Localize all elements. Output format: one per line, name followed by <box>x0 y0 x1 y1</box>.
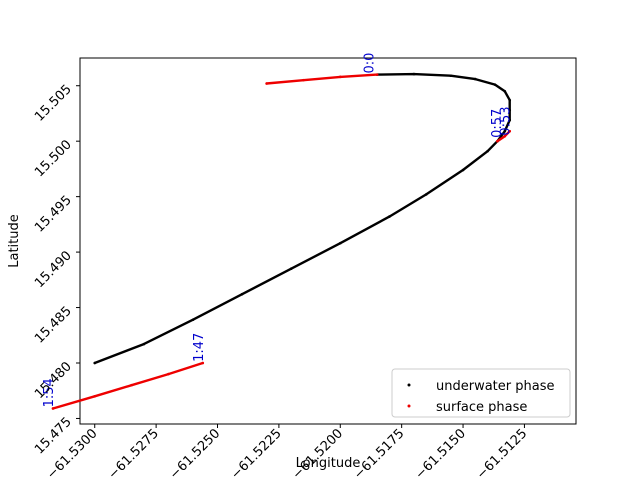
y-tick-label: 15.490 <box>32 248 75 291</box>
y-axis-label: Latitude <box>7 214 22 268</box>
legend-marker-surface <box>407 404 411 408</box>
x-axis-label: Longitude <box>296 456 361 471</box>
underwater-point <box>240 292 244 296</box>
underwater-point <box>508 108 512 112</box>
surface-point <box>508 129 512 133</box>
underwater-point <box>474 77 477 81</box>
surface-point <box>201 361 205 365</box>
x-tick-label: −61.5200 <box>290 426 346 480</box>
x-tick-label: −61.5250 <box>167 426 223 480</box>
annotation-label: 1:47 <box>192 333 207 362</box>
annotation-label: 0:57 <box>490 109 505 138</box>
x-tick-label: −61.5275 <box>106 426 162 480</box>
series-surface-segment <box>265 73 379 85</box>
y-tick-label: 15.485 <box>32 304 75 347</box>
x-axis: −61.5300 −61.5275 −61.5250 −61.5225 −61.5200… <box>44 424 530 480</box>
underwater-point <box>424 193 428 196</box>
y-tick-label: 15.495 <box>32 193 75 236</box>
legend-label-surface: surface phase <box>436 400 527 415</box>
legend: underwater phase surface phase <box>391 368 571 418</box>
x-tick-label: −61.5150 <box>413 426 469 480</box>
surface-point <box>302 78 305 82</box>
underwater-point <box>486 149 489 153</box>
series-underwater-line <box>93 72 511 365</box>
x-tick-label: −61.5125 <box>474 426 530 480</box>
surface-point <box>130 383 133 387</box>
annotation-layer: 0:0 0:530:57 1:47 1:54 <box>42 53 514 408</box>
surface-point <box>496 139 499 143</box>
underwater-point <box>449 74 453 78</box>
y-tick-label: 15.505 <box>32 82 75 125</box>
surface-point <box>167 372 170 376</box>
plot-area <box>79 57 577 425</box>
surface-point <box>375 73 379 76</box>
x-tick-label: −61.5175 <box>351 426 407 480</box>
underwater-point <box>142 342 146 346</box>
y-tick-label: 15.500 <box>32 137 75 180</box>
series-surface-segment <box>51 361 205 410</box>
underwater-point <box>338 241 342 245</box>
surface-point <box>338 75 342 79</box>
surface-point <box>51 407 55 410</box>
underwater-point <box>388 215 391 218</box>
legend-marker-underwater <box>407 383 411 387</box>
annotation-label: 0:53 <box>499 106 514 135</box>
x-tick-label: −61.5225 <box>228 426 284 480</box>
underwater-point <box>503 89 507 93</box>
underwater-point <box>508 98 512 102</box>
plot-frame <box>79 57 577 425</box>
underwater-point <box>508 118 512 122</box>
legend-box <box>391 368 571 418</box>
underwater-point <box>289 267 293 271</box>
underwater-point <box>493 83 497 86</box>
data-layer <box>51 72 512 410</box>
underwater-point <box>503 129 507 133</box>
annotation-label: 1:54 <box>42 378 57 407</box>
underwater-point <box>461 168 465 172</box>
surface-point <box>503 134 507 138</box>
underwater-point <box>93 361 97 365</box>
surface-point <box>265 82 268 85</box>
surface-point <box>93 394 97 398</box>
legend-label-underwater: underwater phase <box>436 379 554 394</box>
annotation-label: 0:0 <box>362 53 377 74</box>
underwater-point <box>412 72 416 76</box>
underwater-point <box>191 318 195 322</box>
